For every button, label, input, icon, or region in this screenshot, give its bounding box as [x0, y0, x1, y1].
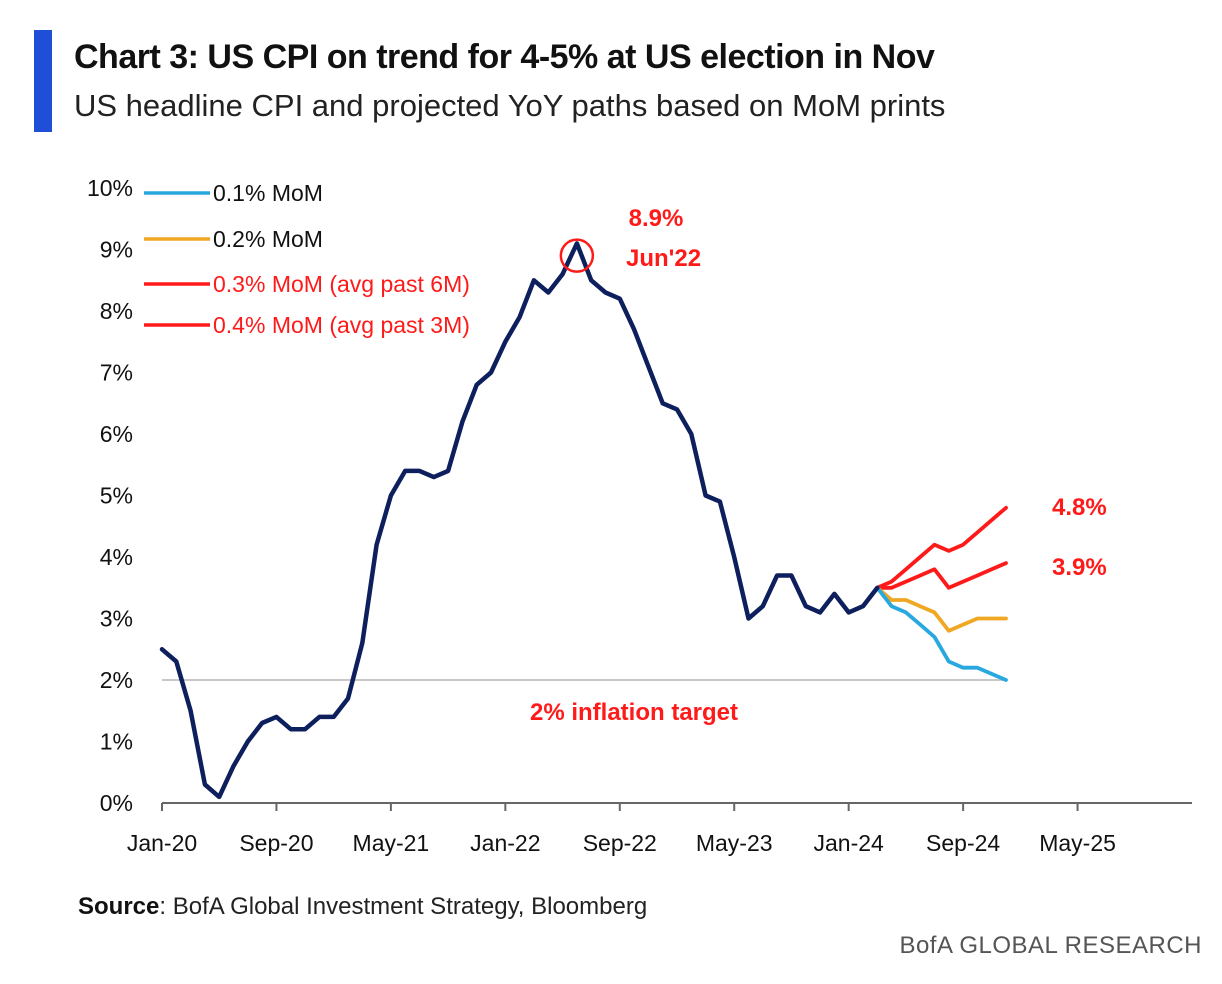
- x-tick-label: May-23: [696, 830, 773, 856]
- x-tick-label: Sep-24: [926, 830, 1000, 856]
- x-tick-label: May-25: [1039, 830, 1116, 856]
- x-tick-label: Jan-24: [814, 830, 885, 856]
- y-tick-label: 9%: [100, 237, 133, 263]
- end-label-high: 4.8%: [1052, 494, 1107, 521]
- y-tick-label: 10%: [87, 175, 133, 201]
- source-text: : BofA Global Investment Strategy, Bloom…: [159, 893, 648, 920]
- x-tick-label: Jan-22: [470, 830, 540, 856]
- series-line-mom-04: [875, 505, 1008, 590]
- legend-label: 0.2% MoM: [213, 226, 323, 252]
- line-chart: 0% 1% 2% 3% 4% 5% 6% 7% 8% 9% 10% Jan-20 Sep-20 May-2…: [87, 175, 1192, 856]
- title-accent-bar: [34, 30, 52, 132]
- inflation-target-label: 2% inflation target: [530, 699, 738, 726]
- y-tick-label: 7%: [100, 360, 133, 386]
- axes: 0% 1% 2% 3% 4% 5% 6% 7% 8% 9% 10% Jan-20 Sep-20 May-2…: [87, 175, 1192, 856]
- end-label-mid: 3.9%: [1052, 554, 1107, 581]
- legend-label: 0.3% MoM (avg past 6M): [213, 271, 470, 297]
- annotations: 8.9% Jun'22 4.8% 3.9%: [559, 205, 1107, 581]
- source-note: Source: BofA Global Investment Strategy,…: [78, 893, 647, 921]
- y-tick-label: 8%: [100, 298, 133, 324]
- reference-layer: 2% inflation target: [162, 679, 1007, 726]
- y-tick-label: 3%: [100, 606, 133, 632]
- y-tick-label: 0%: [100, 790, 133, 816]
- y-tick-label: 2%: [100, 667, 133, 693]
- x-tick-label: May-21: [353, 830, 430, 856]
- legend-label: 0.1% MoM: [213, 180, 323, 206]
- peak-date-label: Jun'22: [626, 245, 701, 272]
- x-tick-label: Sep-20: [239, 830, 313, 856]
- y-tick-label: 6%: [100, 421, 133, 447]
- x-tick-label: Sep-22: [583, 830, 657, 856]
- legend-label: 0.4% MoM (avg past 3M): [213, 312, 470, 338]
- peak-value-label: 8.9%: [629, 205, 684, 232]
- series-line-actual: [159, 241, 880, 800]
- chart-subtitle: US headline CPI and projected YoY paths …: [74, 88, 946, 123]
- brand-mark: BofA GLOBAL RESEARCH: [899, 932, 1202, 959]
- series-line-mom-03: [875, 561, 1008, 590]
- y-tick-label: 1%: [100, 729, 133, 755]
- source-label: Source: [78, 893, 160, 920]
- x-tick-label: Jan-20: [127, 830, 197, 856]
- y-tick-label: 5%: [100, 483, 133, 509]
- y-tick-label: 4%: [100, 544, 133, 570]
- series-line-mom-02: [875, 585, 1008, 633]
- chart-title: Chart 3: US CPI on trend for 4-5% at US …: [74, 38, 935, 76]
- series-line-mom-01: [875, 585, 1008, 682]
- legend: 0.1% MoM 0.2% MoM 0.3% MoM (avg past 6M) 0.…: [144, 180, 470, 338]
- peak-circle: [559, 238, 595, 273]
- series-layer: [159, 241, 1008, 800]
